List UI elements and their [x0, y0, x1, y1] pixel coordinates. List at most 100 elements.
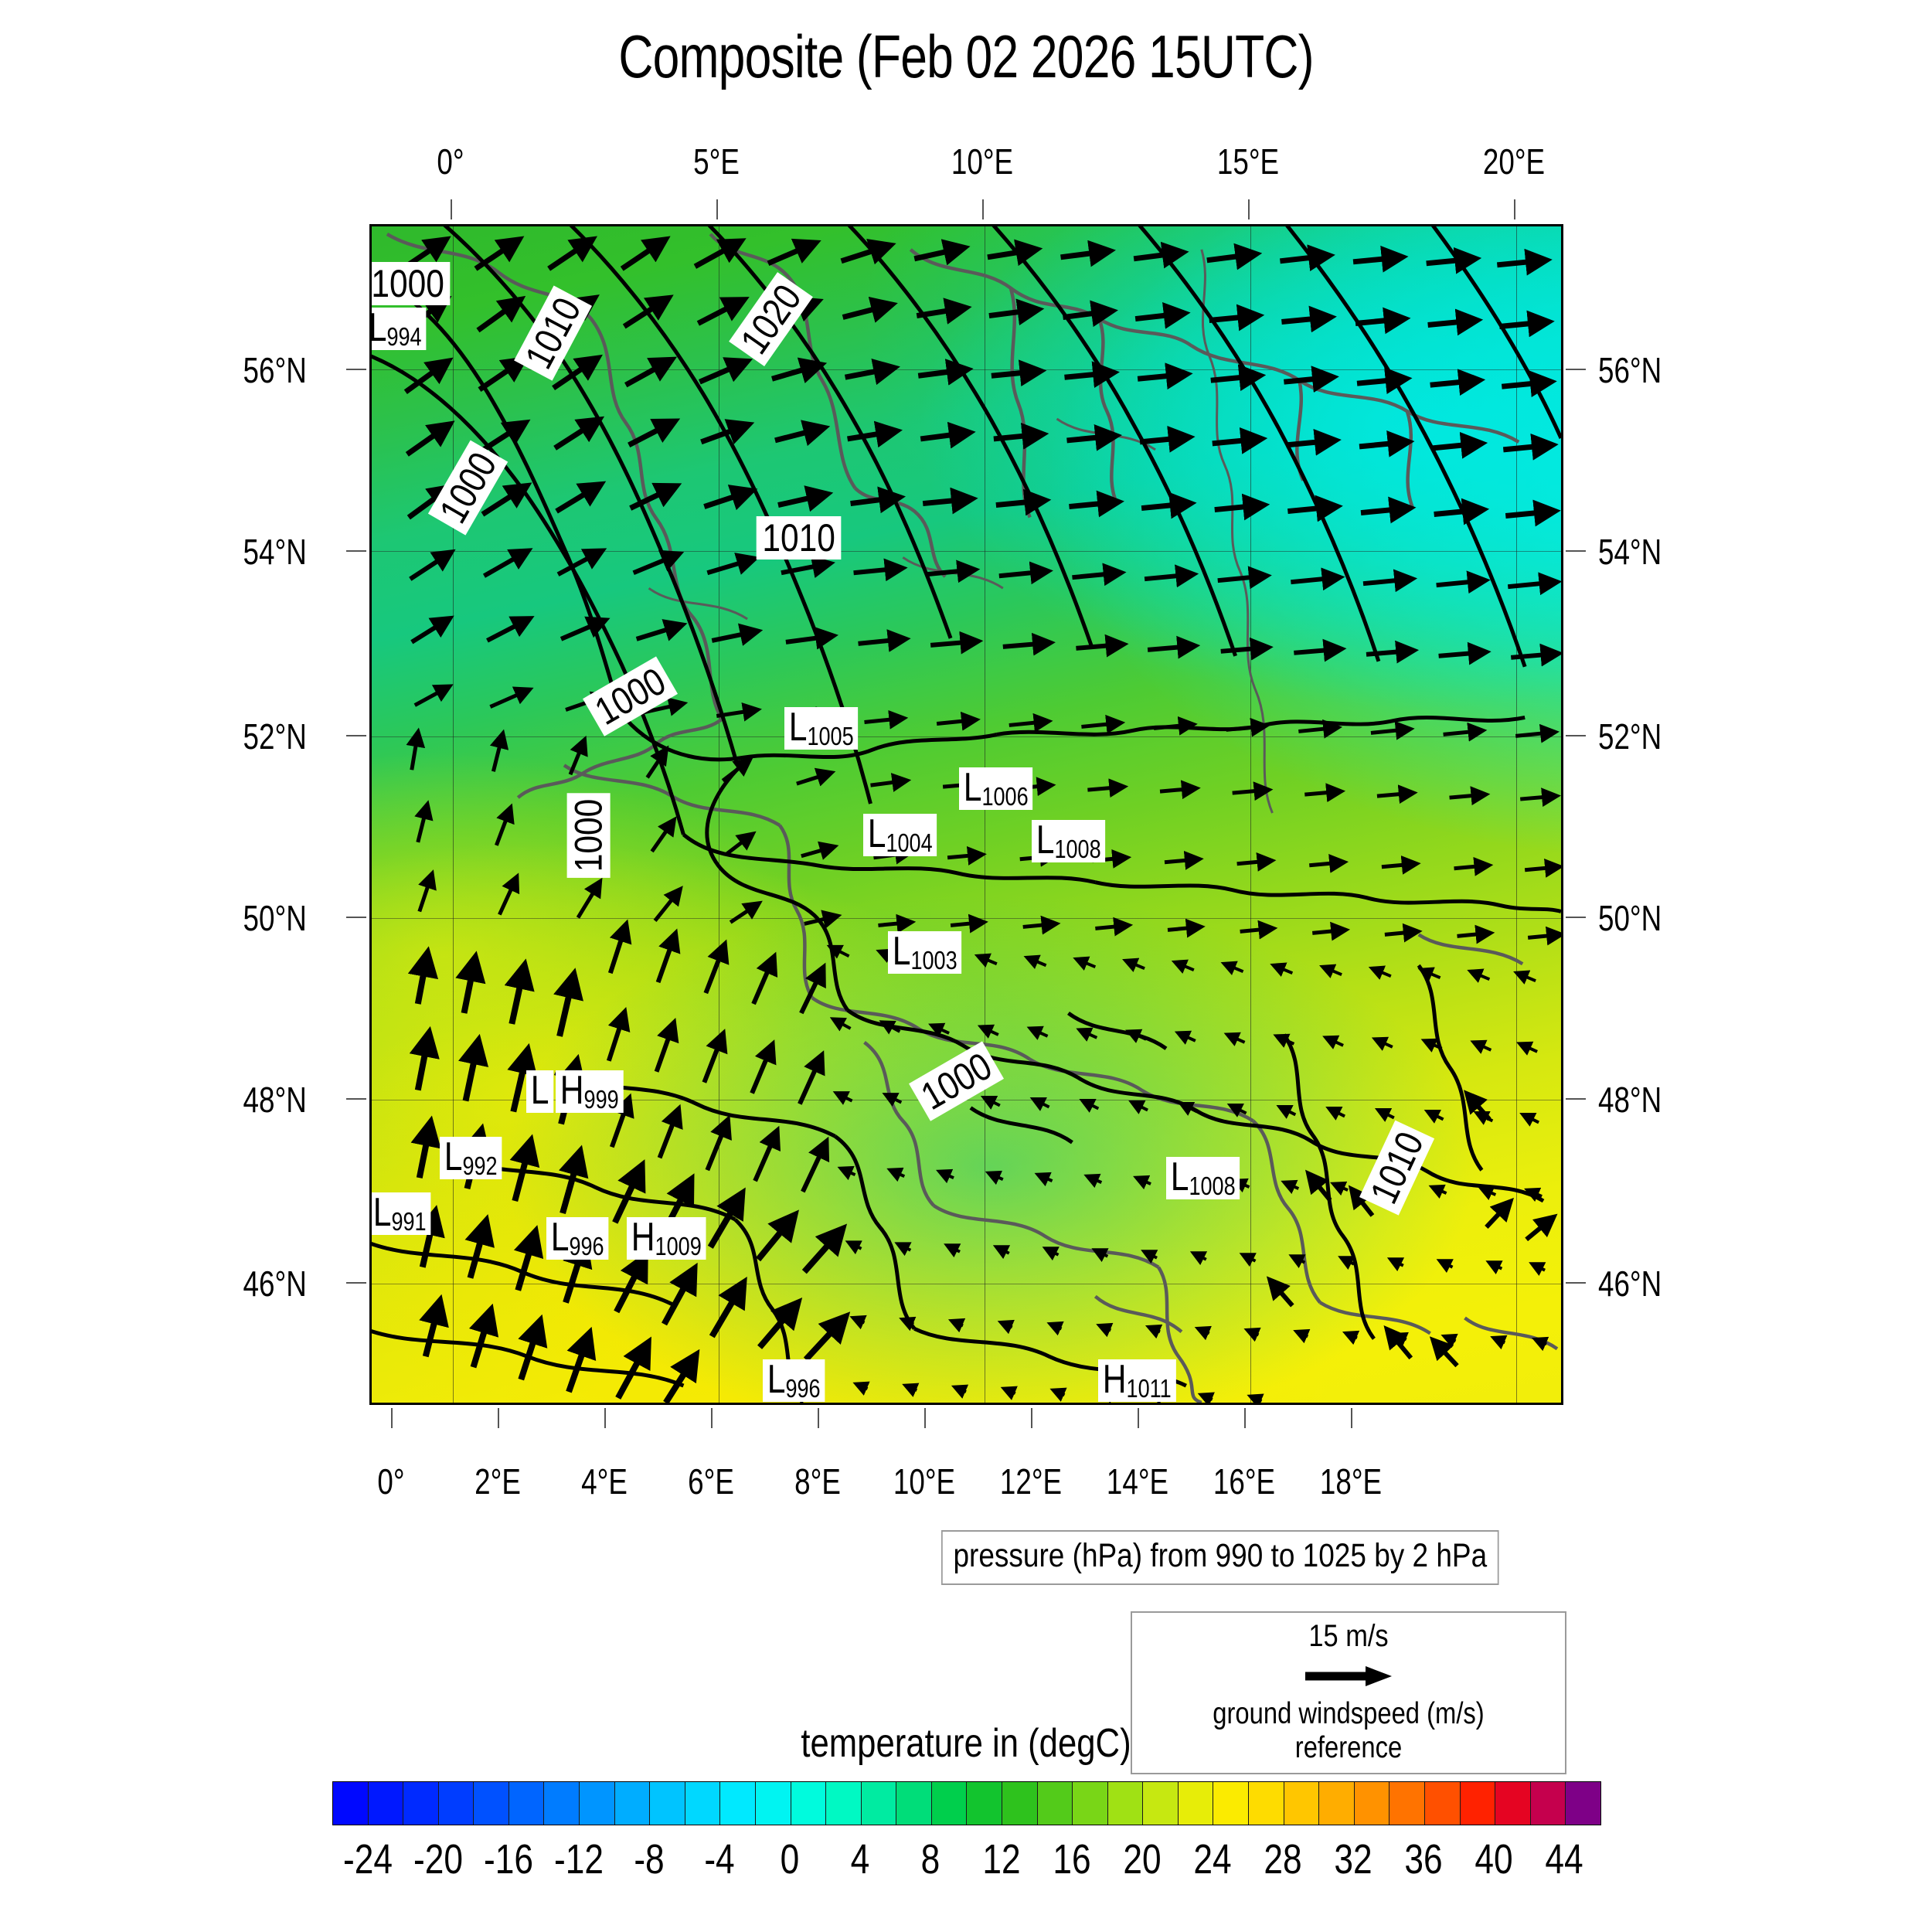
pressure-label-L992: L992 [440, 1134, 502, 1180]
colorbar-swatch [931, 1782, 968, 1825]
axis-label-bottom-4: 8°E [794, 1461, 841, 1502]
colorbar-tick-label: 0 [780, 1836, 800, 1883]
axis-label-bottom-3: 6°E [688, 1461, 734, 1502]
pressure-label-L1008-a: L1008 [1032, 818, 1106, 863]
axis-label-top-0: 0° [437, 141, 464, 182]
pressure-value: 999 [583, 1085, 619, 1114]
colorbar-swatch [1249, 1782, 1284, 1825]
colorbar-swatch [650, 1782, 685, 1825]
axis-label-right-5: 46°N [1598, 1264, 1662, 1304]
colorbar-tick-label: 28 [1264, 1836, 1302, 1883]
pressure-kind: L [767, 1357, 786, 1402]
pressure-value: 996 [569, 1232, 604, 1260]
colorbar-swatch [403, 1782, 439, 1825]
pressure-value: 994 [386, 322, 422, 351]
colorbar-title: temperature in (degC) [801, 1721, 1131, 1766]
colorbar-swatch [1143, 1782, 1179, 1825]
colorbar-swatch [1495, 1782, 1531, 1825]
axis-label-left-5: 46°N [243, 1264, 307, 1304]
pressure-kind: L [372, 1190, 392, 1235]
pressure-legend-text: pressure (hPa) from 990 to 1025 by 2 hPa [953, 1537, 1488, 1574]
colorbar-swatch [474, 1782, 509, 1825]
axis-label-top-2: 10°E [951, 141, 1014, 182]
pressure-value: 992 [462, 1151, 498, 1180]
axis-label-right-4: 48°N [1598, 1080, 1662, 1120]
colorbar-swatch [1178, 1782, 1214, 1825]
pressure-value: 996 [785, 1374, 821, 1403]
colorbar-tick-label: -4 [704, 1836, 735, 1883]
pressure-value: 1009 [655, 1232, 702, 1260]
axis-label-left-4: 48°N [243, 1080, 307, 1120]
pressure-label-H1009: H1009 [627, 1217, 706, 1260]
colorbar-tick-label: 24 [1193, 1836, 1232, 1883]
colorbar-swatch [685, 1782, 721, 1825]
colorbar-swatch [1566, 1782, 1600, 1825]
colorbar-swatch [544, 1782, 580, 1825]
wind-reference-legend-box: 15 m/s ground windspeed (m/s) reference [1131, 1611, 1566, 1774]
colorbar-tick-label: -20 [413, 1836, 463, 1883]
wind-reference-value: 15 m/s [1308, 1619, 1389, 1653]
colorbar-tick-label: 36 [1404, 1836, 1443, 1883]
map-plot-area[interactable]: 1000 1010 1020 1000 1010 1000 1000 1000 … [369, 224, 1563, 1405]
colorbar-tick-label: 32 [1334, 1836, 1372, 1883]
colorbar-tick-label: 40 [1475, 1836, 1513, 1883]
axis-label-right-2: 52°N [1598, 716, 1662, 757]
pressure-kind: L [1170, 1155, 1189, 1199]
page-title: Composite (Feb 02 2026 15UTC) [618, 22, 1314, 90]
axis-label-bottom-5: 10°E [893, 1461, 956, 1502]
axis-label-right-3: 50°N [1598, 898, 1662, 938]
pressure-legend-box: pressure (hPa) from 990 to 1025 by 2 hPa [941, 1530, 1499, 1585]
axis-label-bottom-0: 0° [377, 1461, 405, 1502]
pressure-value: 1008 [1189, 1172, 1236, 1200]
axis-label-left-1: 54°N [243, 532, 307, 572]
pressure-kind: L [867, 811, 886, 856]
colorbar-swatch [614, 1782, 651, 1825]
temperature-colorbar[interactable] [332, 1781, 1601, 1825]
pressure-kind: L [444, 1134, 463, 1179]
pressure-label-L1006: L1006 [959, 765, 1033, 811]
colorbar-swatch [1424, 1782, 1461, 1825]
pressure-label-L994: L994 [369, 305, 427, 351]
axis-label-bottom-7: 14°E [1106, 1461, 1169, 1502]
contour-label-1010-b: 1010 [756, 516, 842, 560]
pressure-kind: L [1036, 818, 1055, 862]
colorbar-swatch [580, 1782, 615, 1825]
pressure-kind: L [963, 765, 982, 810]
axis-label-bottom-8: 16°E [1213, 1461, 1276, 1502]
pressure-label-L991: L991 [372, 1190, 431, 1236]
axis-label-right-1: 54°N [1598, 532, 1662, 572]
colorbar-swatch [1354, 1782, 1390, 1825]
axis-label-left-2: 52°N [243, 716, 307, 757]
colorbar-swatch [333, 1782, 369, 1825]
pressure-value: 1005 [807, 722, 854, 750]
colorbar-swatch [755, 1782, 791, 1825]
colorbar-swatch [826, 1782, 862, 1825]
axis-label-top-3: 15°E [1216, 141, 1280, 182]
colorbar-tick-label: -8 [634, 1836, 665, 1883]
colorbar-tick-label: 4 [851, 1836, 870, 1883]
colorbar-tick-label: 16 [1053, 1836, 1091, 1883]
pressure-label-H999: H999 [556, 1070, 624, 1114]
colorbar-swatch [1530, 1782, 1566, 1825]
pressure-label-L999: L [526, 1068, 554, 1114]
colorbar-swatch [368, 1782, 404, 1825]
pressure-kind: L [550, 1215, 570, 1260]
colorbar-tick-label: 12 [981, 1836, 1021, 1883]
colorbar-tick-label: -16 [483, 1836, 533, 1883]
contour-label-1000-d: 1000 [566, 793, 611, 878]
pressure-kind: L [530, 1068, 549, 1113]
wind-reference-caption: ground windspeed (m/s) reference [1213, 1697, 1485, 1764]
axis-label-left-0: 56°N [243, 350, 307, 390]
axis-label-left-3: 50°N [243, 898, 307, 938]
pressure-kind: L [892, 929, 911, 974]
colorbar-swatch [791, 1782, 827, 1825]
wind-reference-arrow-icon [1305, 1666, 1392, 1686]
colorbar-swatch [967, 1782, 1002, 1825]
colorbar-swatch [1107, 1782, 1144, 1825]
colorbar-swatch [1284, 1782, 1320, 1825]
pressure-label-L996: L996 [546, 1215, 609, 1260]
axis-label-bottom-6: 12°E [999, 1461, 1063, 1502]
colorbar-tick-label: 8 [921, 1836, 940, 1883]
pressure-kind: L [369, 305, 387, 350]
pressure-value: 991 [391, 1207, 427, 1236]
